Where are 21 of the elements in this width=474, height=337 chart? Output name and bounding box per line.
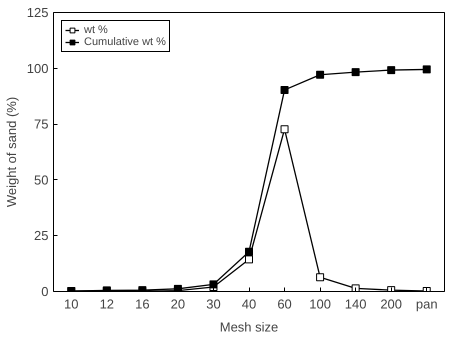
x-tick-label: 40 (242, 296, 256, 312)
x-axis-title: Mesh size (220, 320, 278, 334)
x-tick-label: 140 (344, 296, 366, 312)
y-tick-label: 125 (26, 5, 49, 20)
x-tick-label: 12 (100, 296, 114, 312)
y-tick-label: 25 (34, 228, 49, 244)
legend-label: Cumulative wt % (84, 36, 166, 48)
legend-label: wt % (84, 24, 108, 36)
x-tick-label: 30 (206, 296, 221, 312)
x-tick-label: 200 (380, 296, 402, 312)
x-tick-label: 60 (277, 296, 292, 312)
y-tick-label: 0 (41, 284, 49, 299)
y-tick-label: 100 (26, 60, 49, 76)
x-tick-label: 100 (309, 296, 331, 312)
x-tick-label: 16 (135, 296, 150, 312)
x-tick-label: pan (416, 296, 438, 312)
x-tick-label: 20 (170, 296, 186, 312)
y-axis-title: Weight of sand (%) (4, 96, 19, 208)
y-tick-label: 75 (34, 116, 49, 132)
x-tick-label: 10 (64, 296, 79, 312)
y-tick-label: 50 (34, 172, 49, 188)
